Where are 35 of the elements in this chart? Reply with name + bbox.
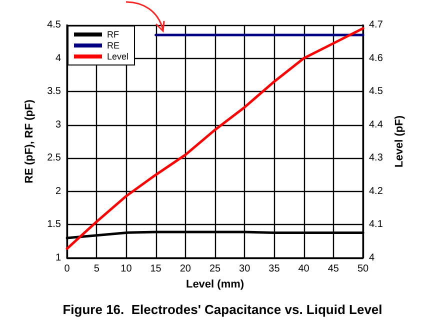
y2-tick-label: 4.2 [369, 186, 384, 197]
y2-axis-title: Level (pF) [393, 115, 406, 168]
y2-tick-label: 4.5 [369, 86, 384, 98]
x-tick-label: 35 [268, 264, 280, 274]
y-tick-label: 1 [55, 252, 62, 264]
x-tick-label: 20 [180, 264, 192, 274]
y-tick-label: 1.5 [47, 219, 62, 230]
x-tick-label: 5 [94, 264, 100, 274]
y-tick-label: 3.5 [47, 86, 62, 98]
x-tick-label: 40 [298, 264, 310, 274]
legend-label: Level [107, 52, 129, 62]
y2-tick-label: 4.1 [369, 219, 384, 230]
x-tick-label: 45 [328, 264, 340, 274]
y2-tick-label: 4.3 [369, 152, 384, 164]
y-tick-label: 2.5 [47, 152, 62, 164]
y-tick-label: 2 [55, 186, 62, 197]
x-tick-label: 0 [64, 264, 70, 274]
y2-tick-label: 4.6 [369, 52, 384, 64]
y2-tick-label: 4.7 [369, 20, 384, 30]
text: Figure 16. Electrodes' Capacitance vs. Liquid Level [62, 302, 382, 317]
x-tick-label: 30 [239, 264, 251, 274]
y2-tick-label: 4 [369, 252, 375, 264]
y-axis-title: RE (pF), RF (pF) [24, 99, 36, 184]
y2-tick-label: 4.4 [369, 119, 384, 130]
y-tick-label: 4.5 [47, 20, 62, 30]
x-axis-title: Level (mm) [186, 278, 244, 290]
legend-label: RF [107, 30, 120, 40]
line-series [66, 27, 364, 250]
x-tick-label: 10 [120, 264, 132, 274]
x-tick-label: 25 [209, 264, 221, 274]
x-tick-label: 15 [150, 264, 162, 274]
y-tick-label: 3 [55, 119, 62, 130]
x-tick-label: 50 [357, 264, 369, 274]
y-tick-label: 4 [55, 52, 62, 64]
legend-label: RE [107, 40, 120, 50]
